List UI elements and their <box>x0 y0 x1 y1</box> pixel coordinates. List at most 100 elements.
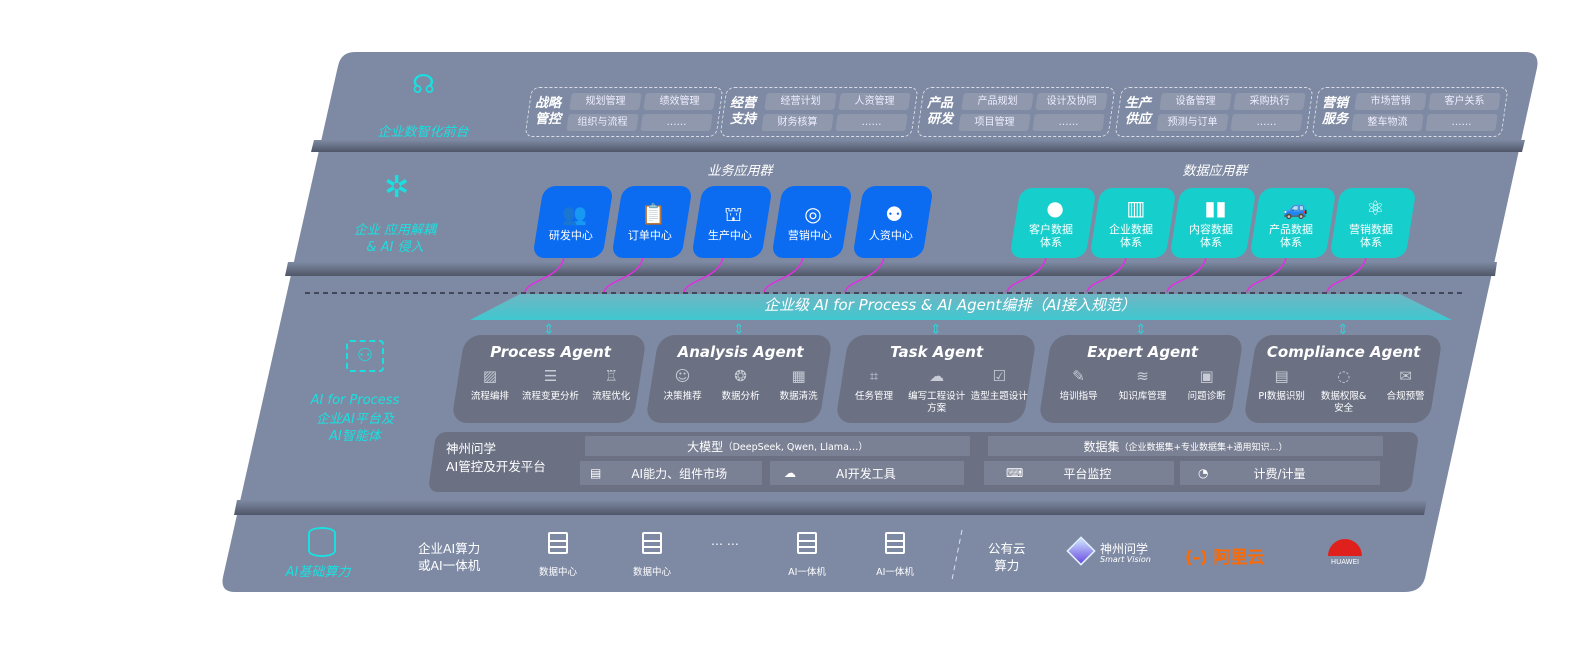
server: 数据中心 <box>617 532 687 578</box>
data-app-card[interactable]: 🚙 产品数据 体系 <box>1249 188 1337 258</box>
front-item[interactable]: 人资管理 <box>838 93 911 110</box>
front-item-label: 市场营销 <box>1370 96 1411 107</box>
front-item-label: 整车物流 <box>1367 117 1408 128</box>
server: 数据中心 <box>523 532 593 578</box>
billing-label: 计费/计量 <box>1253 466 1306 481</box>
private-compute: 企业AI算力 或AI一体机 <box>418 541 481 573</box>
front-item-label: 设备管理 <box>1175 96 1216 107</box>
front-group: 经营 支持 经营计划 人资管理 财务核算 …… <box>719 87 919 137</box>
front-group: 营销 服务 市场营销 客户关系整车物流 …… <box>1311 87 1509 137</box>
data-app-card[interactable]: ● 客户数据 体系 <box>1009 188 1097 258</box>
bidirectional-arrow-icon: ⇕ <box>733 322 745 338</box>
front-item-label: 产品规划 <box>977 96 1018 107</box>
process-label-en: AI for Process <box>310 393 400 408</box>
books-icon: ▮▮ <box>1204 196 1227 220</box>
business-app-card[interactable]: 👥 研发中心 <box>532 186 614 258</box>
monitor-cell[interactable]: ⌨ 平台监控 <box>984 461 1174 485</box>
business-app-card[interactable]: ⚉ 人资中心 <box>852 186 934 258</box>
data-app-card[interactable]: ▥ 企业数据 体系 <box>1089 188 1177 258</box>
business-app-card[interactable]: 📋 订单中心 <box>611 186 693 258</box>
atom-icon: ⚛ <box>1366 196 1385 220</box>
front-item[interactable]: 客户关系 <box>1428 93 1501 110</box>
front-item[interactable]: 规划管理 <box>569 93 642 110</box>
front-item[interactable]: …… <box>1032 114 1105 131</box>
front-item[interactable]: 预测与订单 <box>1156 114 1229 131</box>
molecule-icon: ✲ <box>384 170 410 205</box>
front-item-label: 预测与订单 <box>1167 117 1218 128</box>
agent-capability-icon: ❂ <box>734 367 747 385</box>
front-group-title: 战略 管控 <box>535 96 562 127</box>
agent-capability-icon: ▦ <box>791 367 806 385</box>
devtools-cell[interactable]: ☁ AI开发工具 <box>770 461 964 485</box>
agent-name: Expert Agent <box>1087 343 1199 361</box>
agent-card[interactable]: Expert Agent ✎ 培训指导 ≋ 知识库管理 ▣ 问题诊断 <box>1038 335 1244 423</box>
business-app-label: 订单中心 <box>627 228 672 242</box>
aliyun-logo: (-) 阿里云 <box>1185 543 1265 568</box>
agent-capability: 数据分析 <box>721 391 760 402</box>
agent-card[interactable]: Task Agent ⌗ 任务管理 ☁ 编写工程设计方案 ☑ 造型主题设计 <box>835 335 1037 423</box>
smartvision-en: Smart Vision <box>1100 555 1151 564</box>
billing-cell[interactable]: ◔ 计费/计量 <box>1180 461 1380 485</box>
front-item[interactable]: …… <box>835 114 908 131</box>
server-icon <box>885 532 905 554</box>
brain-icon: ☊ <box>412 70 436 100</box>
market-cell[interactable]: ▤ AI能力、组件市场 <box>580 461 762 485</box>
bidirectional-arrow-icon: ⇕ <box>1135 322 1147 338</box>
agent-capability: 培训指导 <box>1059 391 1098 402</box>
data-app-card[interactable]: ⚛ 营销数据 体系 <box>1329 188 1417 258</box>
users-icon: 👥 <box>561 201 587 226</box>
car-icon: 🚙 <box>1282 196 1308 220</box>
devtools-label: AI开发工具 <box>836 466 896 481</box>
front-item-label: 规划管理 <box>585 96 626 107</box>
front-item[interactable]: 经营计划 <box>764 93 837 110</box>
front-item[interactable]: …… <box>1425 114 1498 131</box>
business-app-card[interactable]: ◎ 营销中心 <box>771 186 853 258</box>
agent-capability: 知识库管理 <box>1118 391 1167 402</box>
front-item[interactable]: 采购执行 <box>1233 93 1306 110</box>
dataset-label: 数据集 <box>1083 439 1120 454</box>
front-item[interactable]: 产品规划 <box>961 93 1034 110</box>
dataset-row: 数据集 （企业数据集+专业数据集+通用知识…） <box>988 436 1383 456</box>
server-label: AI一体机 <box>876 567 914 578</box>
front-item-label: 经营计划 <box>780 96 821 107</box>
agent-capability: 流程编排 <box>470 391 509 402</box>
front-item[interactable]: 项目管理 <box>958 114 1031 131</box>
front-item[interactable]: 组织与流程 <box>566 114 639 131</box>
front-item[interactable]: 绩效管理 <box>643 93 716 110</box>
front-item-label: 客户关系 <box>1444 96 1485 107</box>
huawei-logo-icon <box>1328 534 1362 556</box>
aliyun-label: 阿里云 <box>1213 548 1265 568</box>
agent-capability: 流程变更分析 <box>522 391 580 402</box>
data-app-card[interactable]: ▮▮ 内容数据 体系 <box>1169 188 1257 258</box>
agent-card[interactable]: Compliance Agent ▤ PI数据识别 ◌ 数据权限& 安全 ✉ 合规预警 <box>1243 335 1443 423</box>
agent-capability-icon: ☁ <box>929 367 945 385</box>
business-app-label: 生产中心 <box>707 228 752 242</box>
front-item[interactable]: 财务核算 <box>761 114 834 131</box>
front-group: 生产 供应 设备管理 采购执行 预测与订单 …… <box>1114 87 1314 137</box>
servers-ellipsis: … … <box>711 534 739 548</box>
platform-title: 神州问学 AI管控及开发平台 <box>446 441 546 474</box>
agent-capability: PI数据识别 <box>1258 391 1305 402</box>
agent-card[interactable]: Analysis Agent ☺ 决策推荐 ❂ 数据分析 ▦ 数据清洗 <box>645 335 833 423</box>
business-app-label: 营销中心 <box>787 228 832 242</box>
server-label: 数据中心 <box>632 567 671 578</box>
front-item[interactable]: …… <box>640 114 713 131</box>
business-app-card[interactable]: ⛫ 生产中心 <box>691 186 773 258</box>
front-item[interactable]: 市场营销 <box>1354 93 1427 110</box>
agent-capability: 数据清洗 <box>779 391 818 402</box>
front-item-label: 人资管理 <box>854 96 895 107</box>
front-item[interactable]: …… <box>1230 114 1303 131</box>
process-label-cn: 企业AI平台及 AI智能体 <box>316 412 394 444</box>
devtools-icon: ☁ <box>784 466 796 480</box>
front-item[interactable]: 设备管理 <box>1159 93 1232 110</box>
front-item[interactable]: 设计及协同 <box>1035 93 1108 110</box>
front-item-label: 设计及协同 <box>1046 96 1097 107</box>
agent-card[interactable]: Process Agent ▨ 流程编排 ☰ 流程变更分析 ♖ 流程优化 <box>451 335 647 423</box>
front-item-label: …… <box>861 117 882 128</box>
front-item[interactable]: 整车物流 <box>1351 114 1424 131</box>
face-scan-icon: ⚇ <box>346 340 384 372</box>
agent-capability-icon: ✉ <box>1399 367 1412 385</box>
smartvision-cn: 神州问学 <box>1100 542 1149 556</box>
front-group-title: 营销 服务 <box>1322 96 1349 127</box>
server: AI一体机 <box>772 532 842 578</box>
